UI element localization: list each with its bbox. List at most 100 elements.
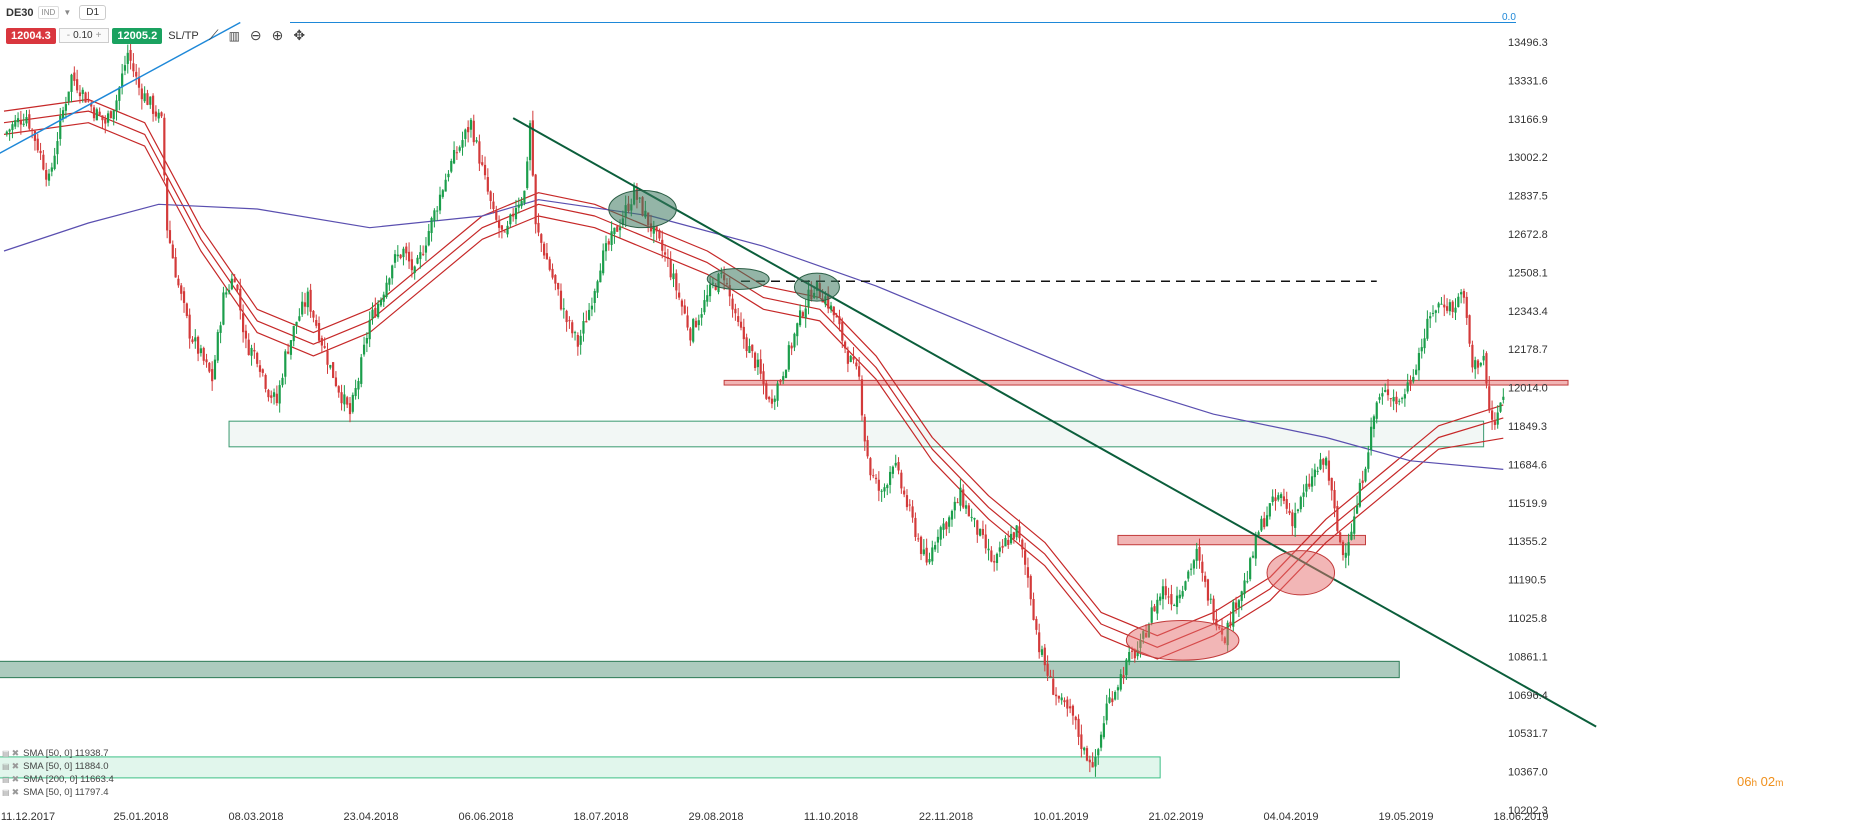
candle-bear xyxy=(315,320,318,326)
y-tick-label: 13166.9 xyxy=(1508,114,1548,126)
x-tick-label: 23.04.2018 xyxy=(343,811,398,823)
close-icon[interactable]: ✖ xyxy=(11,774,20,784)
candle-bear xyxy=(1285,499,1288,509)
lot-size-value[interactable]: 0.10 xyxy=(73,30,93,41)
candle-bull xyxy=(1184,581,1187,590)
close-icon[interactable]: ✖ xyxy=(11,787,20,797)
y-tick-label: 10367.0 xyxy=(1508,767,1548,779)
candlestick-icon[interactable]: ▥ xyxy=(228,28,240,43)
candle-bull xyxy=(1347,542,1350,556)
candle-bear xyxy=(312,310,315,318)
candle-bear xyxy=(911,506,914,518)
candle-bear xyxy=(1465,296,1468,318)
candle-bull xyxy=(593,291,596,303)
candle-bull xyxy=(1260,518,1263,531)
zoom-in-icon[interactable]: ⊕ xyxy=(271,27,284,43)
candle-bull xyxy=(1083,747,1086,751)
candle-bear xyxy=(1263,518,1266,528)
indicator-row[interactable]: ▤ ✖ SMA [50, 0] 11797.4 xyxy=(2,786,114,799)
sell-price-button[interactable]: 12004.3 xyxy=(6,27,56,44)
indicator-row[interactable]: ▤ ✖ SMA [200, 0] 11663.4 xyxy=(2,773,114,786)
close-icon[interactable]: ✖ xyxy=(11,761,20,771)
sma-layer xyxy=(3,98,1504,660)
y-tick-label: 11684.6 xyxy=(1508,459,1547,471)
chevron-down-icon[interactable]: ▼ xyxy=(63,8,72,17)
candle-bull xyxy=(1305,483,1308,492)
candle-bear xyxy=(247,339,250,355)
candle-bull xyxy=(1392,397,1395,402)
candle-bull xyxy=(284,351,287,377)
candle-bear xyxy=(1333,489,1336,509)
candle-bull xyxy=(354,388,357,397)
candle-bear xyxy=(801,312,804,317)
settings-icon[interactable]: ▤ xyxy=(2,749,10,758)
candle-bull xyxy=(458,147,461,151)
candle-bear xyxy=(495,210,498,220)
candle-bull xyxy=(979,528,982,536)
candle-bear xyxy=(1386,389,1390,396)
candle-bull xyxy=(377,303,380,318)
candle-bear xyxy=(1032,598,1035,620)
sltp-button[interactable]: SL/TP xyxy=(168,29,199,42)
candle-bear xyxy=(1389,398,1392,400)
candle-bear xyxy=(33,131,37,141)
symbol-label[interactable]: DE30 xyxy=(6,6,34,19)
candle-bear xyxy=(140,88,143,100)
crosshair-icon[interactable]: ✥ xyxy=(293,27,306,43)
green-ellipse-marker xyxy=(706,267,770,290)
timeframe-select[interactable]: D1 xyxy=(79,5,107,20)
green-zone xyxy=(0,660,1400,679)
lot-plus-button[interactable]: + xyxy=(95,30,102,41)
candle-bear xyxy=(160,112,163,117)
candle-bull xyxy=(329,365,332,368)
buy-price-button[interactable]: 12005.2 xyxy=(112,27,163,44)
candle-bear xyxy=(1198,546,1201,561)
candle-bear xyxy=(1049,675,1052,677)
candle-bear xyxy=(548,259,551,270)
lot-minus-button[interactable]: - xyxy=(66,30,71,41)
candle-bear xyxy=(686,315,689,328)
candle-bear xyxy=(827,293,830,309)
candle-bull xyxy=(1316,470,1319,472)
candle-bull xyxy=(1150,607,1153,623)
candle-bear xyxy=(129,49,132,61)
close-icon[interactable]: ✖ xyxy=(11,748,20,758)
candle-bear xyxy=(174,257,177,278)
settings-icon[interactable]: ▤ xyxy=(2,775,10,784)
candle-bear xyxy=(554,275,557,284)
settings-icon[interactable]: ▤ xyxy=(2,788,10,797)
candle-bull xyxy=(1350,531,1353,540)
candle-bull xyxy=(1060,697,1063,701)
y-tick-label: 10861.1 xyxy=(1508,651,1548,663)
candle-bull xyxy=(292,325,295,342)
candle-bull xyxy=(1009,533,1013,544)
candle-bear xyxy=(208,362,211,372)
indicator-row[interactable]: ▤ ✖ SMA [50, 0] 11938.7 xyxy=(2,747,114,760)
zoom-out-icon[interactable]: ⊖ xyxy=(249,27,262,43)
candle-bear xyxy=(98,111,101,115)
candle-bear xyxy=(1409,380,1412,385)
candle-bull xyxy=(371,309,374,319)
candle-bull xyxy=(849,355,852,363)
candle-bull xyxy=(396,254,399,257)
candle-bull xyxy=(948,517,951,527)
candle-bull xyxy=(1496,412,1499,425)
candle-bull xyxy=(16,118,20,123)
lot-size-stepper[interactable]: -0.10 + xyxy=(58,28,110,43)
indicator-label: SMA [50, 0] 11884.0 xyxy=(23,761,109,772)
candle-bull xyxy=(793,333,796,348)
line-chart-icon[interactable]: ⟋ xyxy=(208,27,219,43)
candle-bear xyxy=(540,234,543,243)
candle-bear xyxy=(1080,734,1083,750)
indicator-row[interactable]: ▤ ✖ SMA [50, 0] 11884.0 xyxy=(2,760,114,773)
candle-bear xyxy=(334,377,338,386)
candle-bull xyxy=(579,335,582,345)
candle-bear xyxy=(852,356,855,360)
candle-bear xyxy=(31,129,34,131)
settings-icon[interactable]: ▤ xyxy=(2,762,10,771)
candle-bull xyxy=(379,299,383,306)
candle-bull xyxy=(1187,571,1190,579)
candle-bull xyxy=(1440,303,1443,305)
candle-bear xyxy=(877,479,880,491)
